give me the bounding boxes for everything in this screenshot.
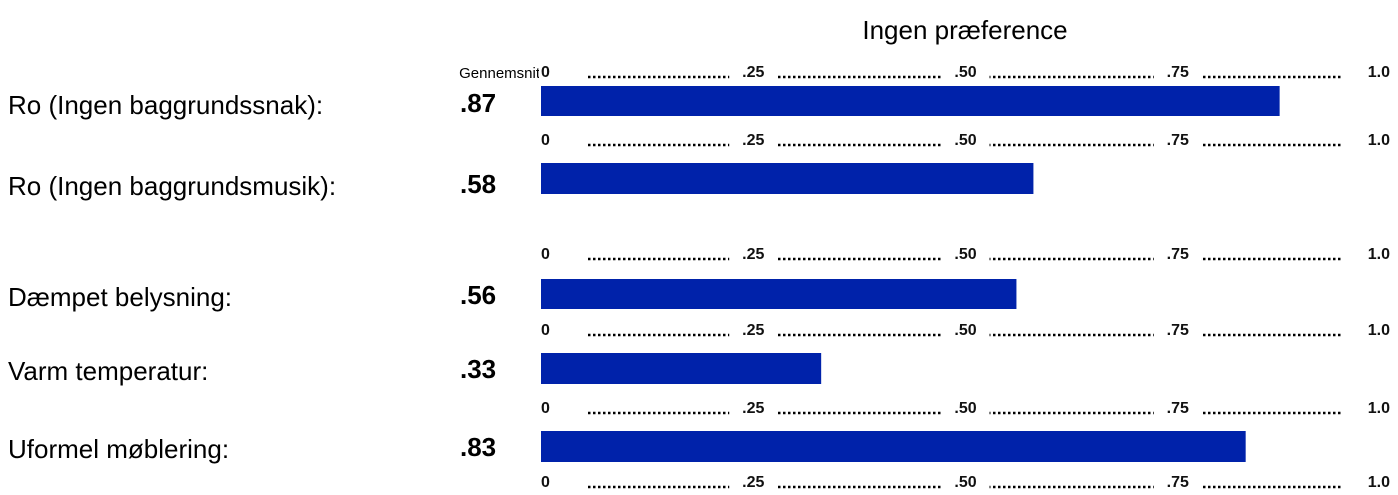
x-tick-label: .25 (742, 132, 764, 149)
bar (541, 353, 822, 384)
tick-mask (729, 321, 778, 341)
x-tick-label: 0 (541, 132, 550, 149)
x-tick-label: 1.0 (1368, 322, 1390, 339)
x-tick-label: .25 (742, 64, 764, 81)
x-tick-label: 0 (541, 64, 550, 81)
x-tick-label: .75 (1167, 400, 1189, 417)
tick-mask (941, 131, 990, 151)
tick-mask (1342, 473, 1390, 493)
category-label: Ro (Ingen baggrundsmusik): (8, 171, 337, 201)
tick-mask (729, 63, 778, 83)
tick-mask (1342, 131, 1390, 151)
x-tick-label: 1.0 (1368, 474, 1390, 491)
tick-mask (1153, 131, 1202, 151)
tick-mask (1153, 321, 1202, 341)
x-tick-label: .75 (1167, 474, 1189, 491)
tick-mask (539, 63, 587, 83)
tick-mask (1342, 399, 1390, 419)
value-label: .83 (460, 432, 496, 462)
category-label: Dæmpet belysning: (8, 282, 232, 312)
tick-mask (729, 245, 778, 265)
tick-mask (729, 131, 778, 151)
x-tick-label: .75 (1167, 64, 1189, 81)
x-tick-label: .50 (954, 246, 976, 263)
category-label: Varm temperatur: (8, 356, 209, 386)
x-tick-label: .75 (1167, 132, 1189, 149)
bar (541, 163, 1034, 194)
x-tick-label: .50 (954, 64, 976, 81)
bar (541, 279, 1017, 309)
tick-mask (1153, 399, 1202, 419)
x-tick-label: .50 (954, 400, 976, 417)
x-tick-label: .25 (742, 400, 764, 417)
axis-title: Ingen præference (862, 15, 1067, 45)
bar (541, 86, 1280, 116)
x-tick-label: 0 (541, 322, 550, 339)
x-tick-label: .25 (742, 322, 764, 339)
tick-mask (1153, 63, 1202, 83)
tick-mask (1153, 245, 1202, 265)
x-tick-label: 0 (541, 400, 550, 417)
x-tick-label: 0 (541, 474, 550, 491)
value-label: .58 (460, 169, 496, 199)
x-tick-label: 0 (541, 246, 550, 263)
value-label: .56 (460, 280, 496, 310)
x-tick-label: 1.0 (1368, 64, 1390, 81)
tick-mask (941, 399, 990, 419)
tick-mask (539, 473, 587, 493)
tick-mask (1342, 245, 1390, 265)
tick-mask (1153, 473, 1202, 493)
value-label: .33 (460, 354, 496, 384)
x-tick-label: 1.0 (1368, 132, 1390, 149)
x-tick-label: .25 (742, 246, 764, 263)
x-tick-label: .50 (954, 132, 976, 149)
tick-mask (539, 245, 587, 265)
tick-mask (729, 473, 778, 493)
tick-mask (941, 245, 990, 265)
category-label: Uformel møblering: (8, 434, 230, 464)
x-tick-label: .75 (1167, 322, 1189, 339)
tick-mask (941, 321, 990, 341)
value-column-label: Gennemsnit (459, 65, 541, 82)
x-tick-label: 1.0 (1368, 400, 1390, 417)
tick-mask (1342, 321, 1390, 341)
tick-mask (539, 321, 587, 341)
category-label: Ro (Ingen baggrundssnak): (8, 90, 324, 120)
tick-mask (539, 131, 587, 151)
bar (541, 431, 1246, 462)
value-label: .87 (460, 88, 496, 118)
tick-mask (941, 63, 990, 83)
tick-mask (1342, 63, 1390, 83)
tick-mask (941, 473, 990, 493)
tick-mask (539, 399, 587, 419)
x-tick-label: .50 (954, 322, 976, 339)
x-tick-label: .50 (954, 474, 976, 491)
tick-mask (729, 399, 778, 419)
x-tick-label: .75 (1167, 246, 1189, 263)
x-tick-label: .25 (742, 474, 764, 491)
x-tick-label: 1.0 (1368, 246, 1390, 263)
